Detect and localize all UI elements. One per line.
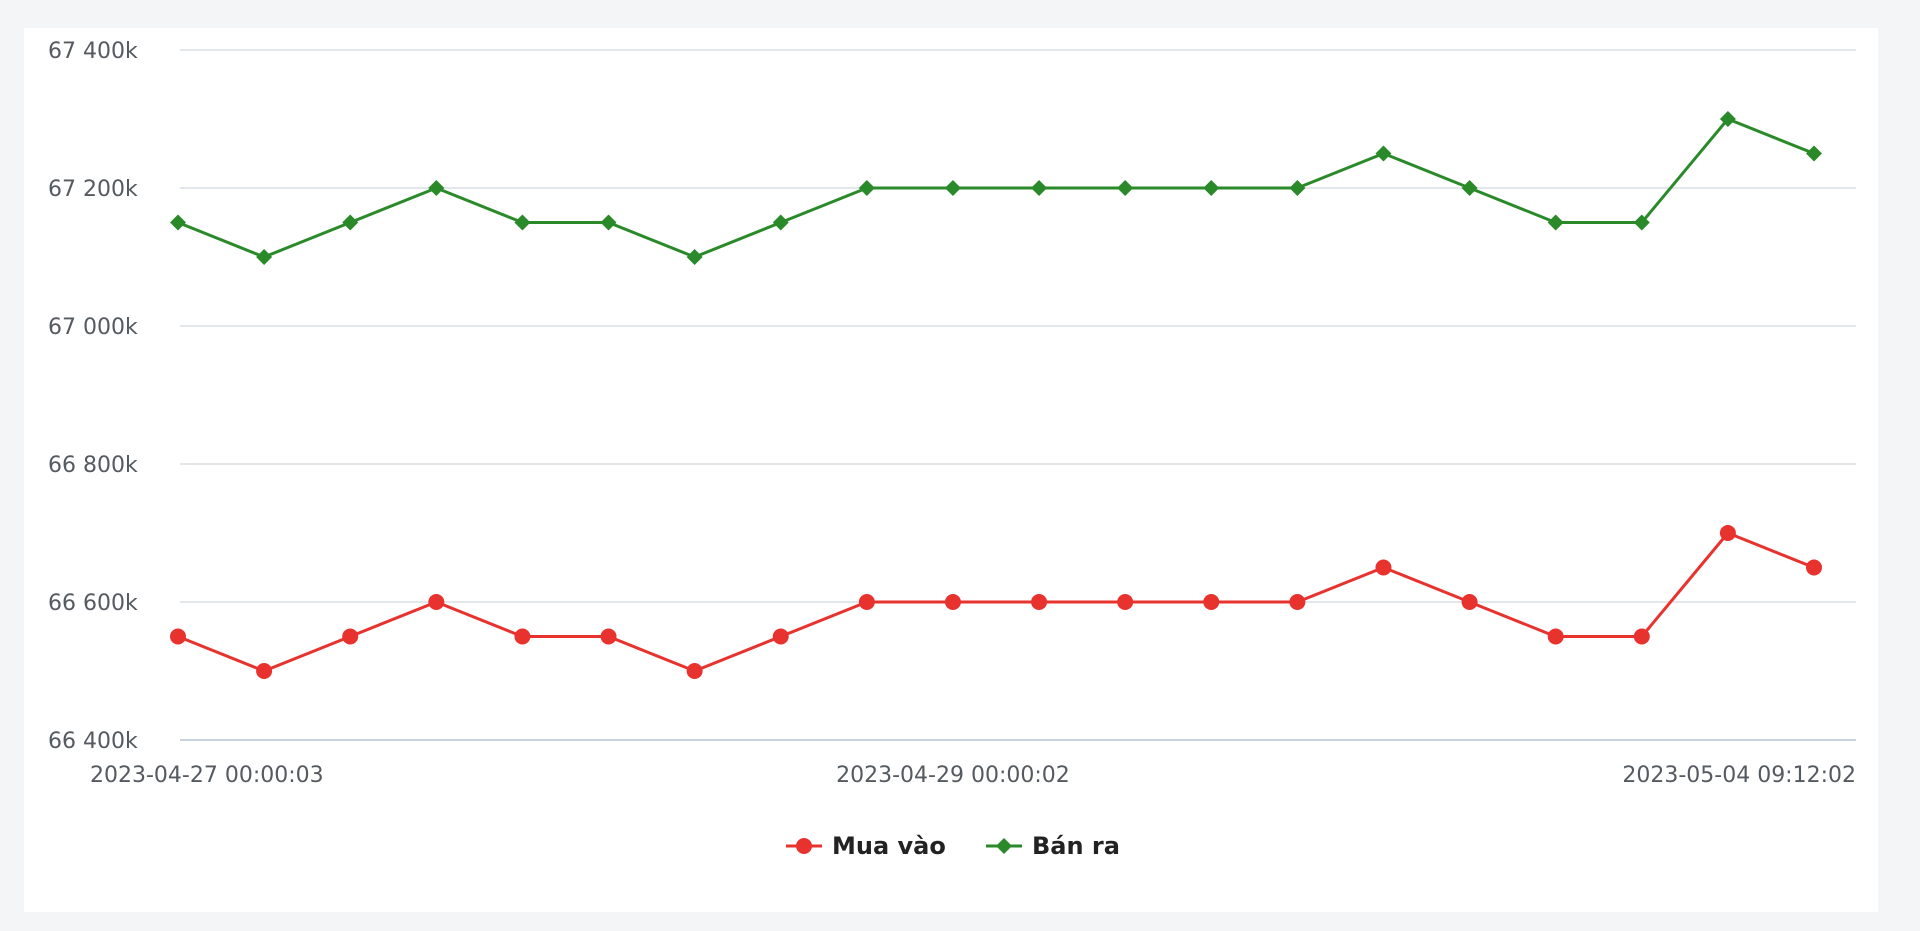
data-point[interactable]: [944, 594, 961, 610]
data-point[interactable]: [1375, 145, 1392, 162]
x-tick-label: 2023-04-29 00:00:02: [836, 763, 1070, 788]
data-point[interactable]: [256, 663, 273, 679]
legend-label: Mua vào: [832, 832, 946, 860]
data-point[interactable]: [1031, 594, 1048, 610]
x-axis-ticks: 2023-04-27 00:00:03 2023-04-29 00:00:02 20…: [90, 763, 1856, 788]
legend-marker-icon[interactable]: [996, 838, 1012, 854]
data-point[interactable]: [428, 180, 445, 196]
y-tick-label: 67 200k: [48, 177, 138, 202]
legend[interactable]: Mua vào Bán ra: [786, 832, 1120, 860]
data-point[interactable]: [514, 214, 531, 231]
series-buy: [170, 525, 1822, 679]
y-tick-label: 67 400k: [48, 39, 138, 64]
data-point[interactable]: [170, 628, 186, 645]
data-point[interactable]: [1806, 559, 1822, 576]
data-point[interactable]: [428, 594, 445, 610]
x-tick-label: 2023-05-04 09:12:02: [1622, 763, 1856, 788]
y-tick-label: 66 800k: [48, 453, 138, 478]
chart-card: [24, 28, 1878, 912]
data-point[interactable]: [1719, 111, 1736, 127]
data-point[interactable]: [1461, 180, 1478, 196]
data-point[interactable]: [1719, 525, 1736, 541]
series-line: [177, 531, 1815, 673]
data-point[interactable]: [514, 628, 531, 645]
y-tick-label: 66 400k: [48, 729, 138, 754]
data-point[interactable]: [1461, 594, 1478, 610]
data-point[interactable]: [1547, 628, 1564, 645]
data-point[interactable]: [686, 249, 703, 265]
data-point[interactable]: [256, 249, 273, 265]
data-point[interactable]: [1031, 180, 1048, 196]
data-point[interactable]: [342, 214, 359, 231]
legend-marker-icon[interactable]: [796, 838, 812, 854]
data-point[interactable]: [1203, 594, 1220, 610]
data-point[interactable]: [1289, 594, 1306, 610]
data-point[interactable]: [1547, 214, 1564, 231]
data-point[interactable]: [858, 594, 875, 610]
data-point[interactable]: [772, 628, 789, 645]
series-sell: [170, 111, 1822, 265]
data-point[interactable]: [686, 663, 703, 679]
y-tick-label: 67 000k: [48, 315, 138, 340]
data-point[interactable]: [1117, 180, 1134, 196]
data-point[interactable]: [342, 628, 359, 645]
y-tick-label: 66 600k: [48, 591, 138, 616]
y-axis-ticks: 66 400k 66 600k 66 800k 67 000k 67 200k 67 40…: [48, 39, 138, 754]
data-point[interactable]: [1203, 180, 1220, 196]
data-point[interactable]: [1633, 214, 1650, 231]
data-point[interactable]: [1375, 559, 1392, 576]
legend-item-buy[interactable]: Mua vào: [786, 832, 946, 860]
data-point[interactable]: [772, 214, 789, 231]
data-point[interactable]: [858, 180, 875, 196]
data-point[interactable]: [1633, 628, 1650, 645]
data-point[interactable]: [944, 180, 961, 196]
data-point[interactable]: [1806, 145, 1822, 162]
legend-label: Bán ra: [1032, 832, 1120, 860]
data-point[interactable]: [1117, 594, 1134, 610]
series-layer: [170, 111, 1822, 679]
data-point[interactable]: [1289, 180, 1306, 196]
x-tick-label: 2023-04-27 00:00:03: [90, 763, 324, 788]
legend-item-sell[interactable]: Bán ra: [986, 832, 1120, 860]
data-point[interactable]: [600, 628, 617, 645]
data-point[interactable]: [600, 214, 617, 231]
series-line: [177, 117, 1815, 259]
data-point[interactable]: [170, 214, 186, 231]
